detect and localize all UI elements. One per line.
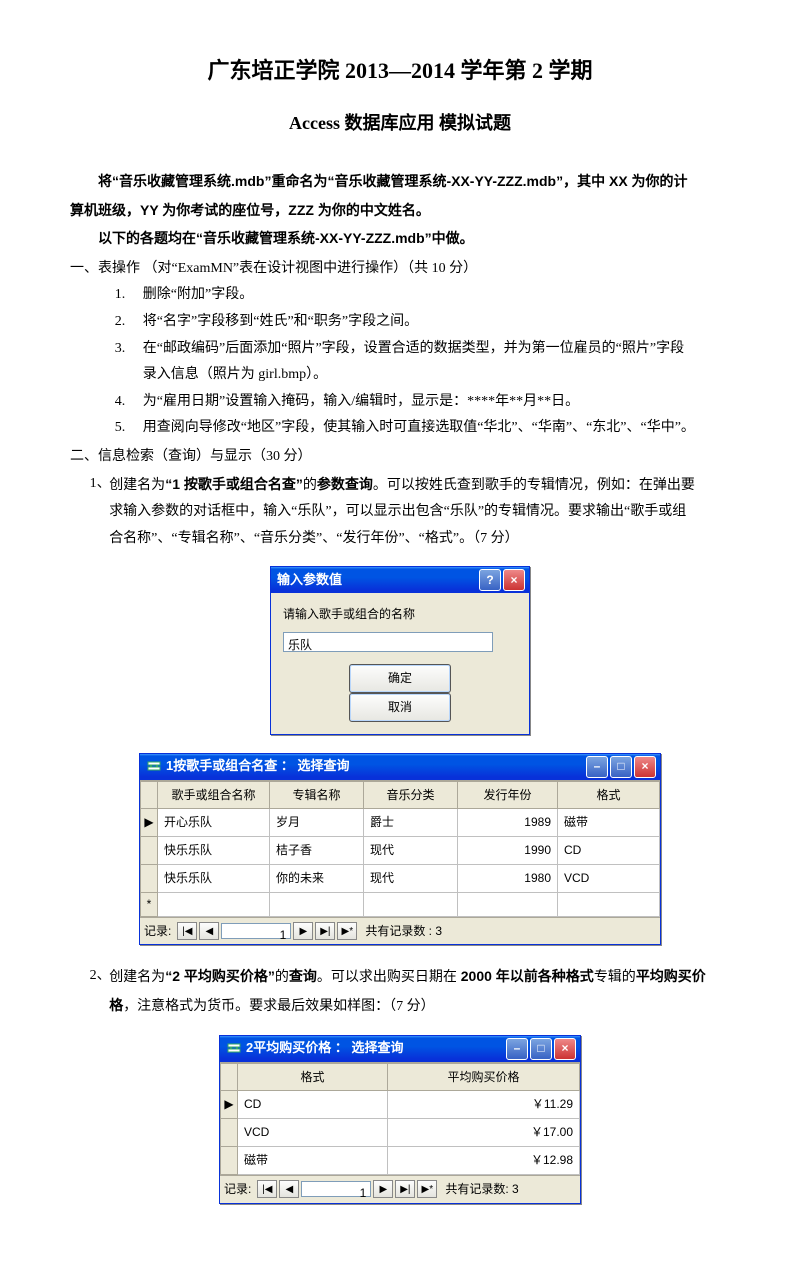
nav-next-icon[interactable]: ▶ [373, 1180, 393, 1198]
param-input[interactable]: 乐队 [283, 632, 493, 652]
nav-last-icon[interactable]: ▶| [395, 1180, 415, 1198]
nav-new-icon[interactable]: ▶* [337, 922, 357, 940]
table-row[interactable]: ▶CD￥11.29 [221, 1091, 580, 1119]
cancel-button[interactable]: 取消 [349, 693, 451, 722]
record-navigator: 记录: |◀ ◀ 1 ▶ ▶| ▶* 共有记录数 : 3 [140, 917, 660, 945]
nav-label: 记录: [144, 920, 171, 943]
nav-position[interactable]: 1 [221, 923, 291, 939]
section-1-list: 1.删除“附加”字段。 2.将“名字”字段移到“姓氏”和“职务”字段之间。 3.… [70, 282, 730, 362]
access-query-icon [226, 1041, 242, 1057]
table-header-row: 歌手或组合名称 专辑名称 音乐分类 发行年份 格式 [141, 781, 660, 809]
s1-t3: 在“邮政编码”后面添加“照片”字段，设置合适的数据类型，并为第一位雇员的“照片”… [143, 336, 730, 363]
section-1-head: 一、表操作 （对“ExamMN”表在设计视图中进行操作）（共 10 分） [70, 256, 730, 283]
dialog-title: 输入参数值 [277, 568, 477, 593]
col-h4[interactable]: 发行年份 [458, 781, 558, 809]
close-icon[interactable]: × [554, 1038, 576, 1060]
col-h3[interactable]: 音乐分类 [364, 781, 458, 809]
q2-text: 创建名为“2 平均购买价格”的查询。可以求出购买日期在 2000 年以前各种格式… [109, 963, 730, 1020]
dialog-titlebar[interactable]: 输入参数值 ? × [271, 567, 529, 593]
s1-t3b: 录入信息（照片为 girl.bmp）。 [70, 362, 730, 389]
nav-label: 记录: [224, 1178, 251, 1201]
nav-next-icon[interactable]: ▶ [293, 922, 313, 940]
page-title-1: 广东培正学院 2013—2014 学年第 2 学期 [70, 50, 730, 92]
minimize-icon[interactable]: – [586, 756, 608, 778]
s1-t5: 用查阅向导修改“地区”字段，使其输入时可直接选取值“华北”、“华南”、“东北”、… [143, 415, 730, 442]
query2-title: 2平均购买价格 ： 选择查询 [246, 1036, 504, 1061]
nav-position[interactable]: 1 [301, 1181, 371, 1197]
query1-titlebar[interactable]: 1按歌手或组合名查 ： 选择查询 – □ × [140, 754, 660, 780]
table-row[interactable]: * [141, 892, 660, 916]
help-icon[interactable]: ? [479, 569, 501, 591]
s1-n5: 5. [115, 415, 143, 442]
nav-count: 共有记录数: 3 [445, 1178, 518, 1201]
nav-last-icon[interactable]: ▶| [315, 922, 335, 940]
col-h2[interactable]: 专辑名称 [270, 781, 364, 809]
query2-window: 2平均购买价格 ： 选择查询 – □ × 格式 平均购买价格 ▶CD￥11.29… [219, 1035, 581, 1204]
q2: 2、 创建名为“2 平均购买价格”的查询。可以求出购买日期在 2000 年以前各… [70, 963, 730, 1020]
section-2-head: 二、信息检索（查询）与显示（30 分） [70, 444, 730, 471]
q1-text: 创建名为“1 按歌手或组合名查”的参数查询。可以按姓氏查到歌手的专辑情况，例如：… [109, 471, 730, 553]
s1-t1: 删除“附加”字段。 [143, 282, 730, 309]
table-row[interactable]: ▶开心乐队岁月爵士1989磁带 [141, 809, 660, 837]
close-icon[interactable]: × [503, 569, 525, 591]
ok-button[interactable]: 确定 [349, 664, 451, 693]
maximize-icon[interactable]: □ [610, 756, 632, 778]
s1-n4: 4. [115, 389, 143, 416]
intro-line-2: 以下的各题均在“音乐收藏管理系统-XX-YY-ZZZ.mdb”中做。 [70, 225, 730, 254]
q1-num: 1、 [90, 471, 110, 553]
nav-first-icon[interactable]: |◀ [257, 1180, 277, 1198]
table-row[interactable]: 快乐乐队你的未来现代1980VCD [141, 865, 660, 893]
nav-new-icon[interactable]: ▶* [417, 1180, 437, 1198]
s1-n3: 3. [115, 336, 143, 363]
query1-window: 1按歌手或组合名查 ： 选择查询 – □ × 歌手或组合名称 专辑名称 音乐分类… [139, 753, 661, 946]
col-h5[interactable]: 格式 [558, 781, 660, 809]
q2-num: 2、 [90, 963, 110, 1020]
query2-grid[interactable]: 格式 平均购买价格 ▶CD￥11.29 VCD￥17.00 磁带￥12.98 [220, 1063, 580, 1175]
nav-prev-icon[interactable]: ◀ [199, 922, 219, 940]
intro-line-1b: 算机班级，YY 为你考试的座位号，ZZZ 为你的中文姓名。 [70, 197, 730, 226]
s1-n1: 1. [115, 282, 143, 309]
intro-line-1a: 将“音乐收藏管理系统.mdb”重命名为“音乐收藏管理系统-XX-YY-ZZZ.m… [98, 173, 688, 189]
table-header-row: 格式 平均购买价格 [221, 1063, 580, 1091]
query2-titlebar[interactable]: 2平均购买价格 ： 选择查询 – □ × [220, 1036, 580, 1062]
minimize-icon[interactable]: – [506, 1038, 528, 1060]
table-row[interactable]: VCD￥17.00 [221, 1119, 580, 1147]
table-row[interactable]: 快乐乐队桔子香现代1990CD [141, 837, 660, 865]
s1-t4: 为“雇用日期”设置输入掩码，输入/编辑时，显示是：****年**月**日。 [143, 389, 730, 416]
col-h1[interactable]: 格式 [238, 1063, 388, 1091]
nav-count: 共有记录数 : 3 [365, 920, 442, 943]
maximize-icon[interactable]: □ [530, 1038, 552, 1060]
intro-para: 将“音乐收藏管理系统.mdb”重命名为“音乐收藏管理系统-XX-YY-ZZZ.m… [70, 168, 730, 197]
col-h2[interactable]: 平均购买价格 [388, 1063, 580, 1091]
param-dialog: 输入参数值 ? × 请输入歌手或组合的名称 乐队 确定 取消 [270, 566, 530, 734]
query1-title: 1按歌手或组合名查 ： 选择查询 [166, 754, 584, 779]
table-row[interactable]: 磁带￥12.98 [221, 1147, 580, 1175]
access-query-icon [146, 759, 162, 775]
q1: 1、 创建名为“1 按歌手或组合名查”的参数查询。可以按姓氏查到歌手的专辑情况，… [70, 471, 730, 553]
nav-prev-icon[interactable]: ◀ [279, 1180, 299, 1198]
s1-t2: 将“名字”字段移到“姓氏”和“职务”字段之间。 [143, 309, 730, 336]
col-h1[interactable]: 歌手或组合名称 [158, 781, 270, 809]
record-navigator: 记录: |◀ ◀ 1 ▶ ▶| ▶* 共有记录数: 3 [220, 1175, 580, 1203]
page-title-2: Access 数据库应用 模拟试题 [70, 106, 730, 140]
s1-n2: 2. [115, 309, 143, 336]
dialog-label: 请输入歌手或组合的名称 [283, 603, 517, 626]
close-icon[interactable]: × [634, 756, 656, 778]
query1-grid[interactable]: 歌手或组合名称 专辑名称 音乐分类 发行年份 格式 ▶开心乐队岁月爵士1989磁… [140, 781, 660, 917]
nav-first-icon[interactable]: |◀ [177, 922, 197, 940]
